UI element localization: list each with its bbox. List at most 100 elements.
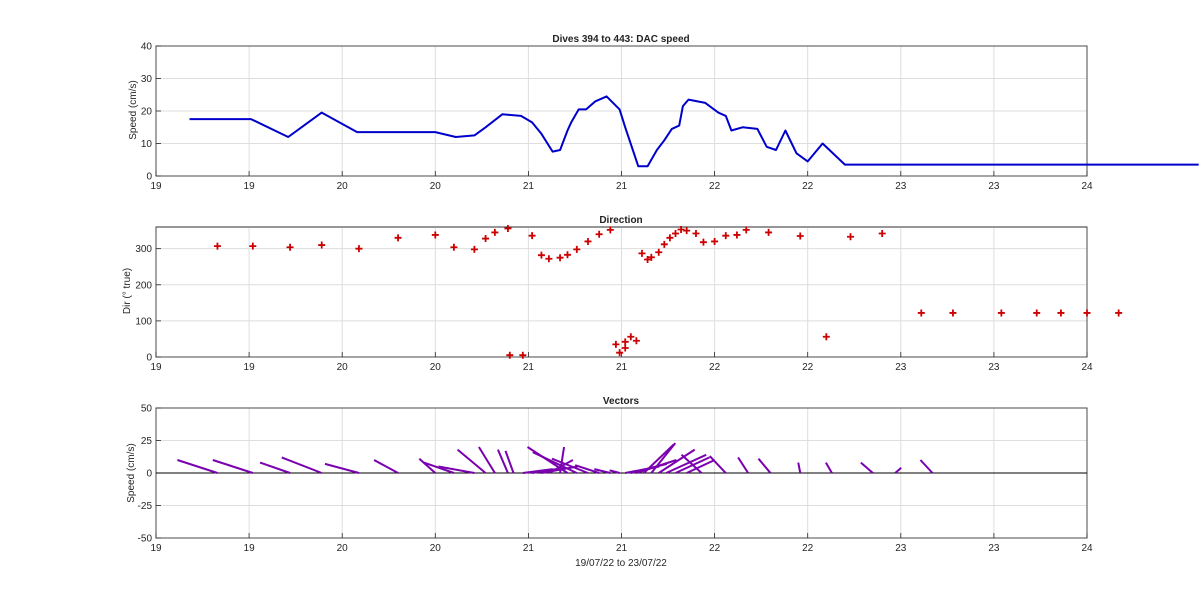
x-tick-label: 19 xyxy=(244,543,256,554)
direction-point xyxy=(733,231,741,239)
velocity-vector xyxy=(686,459,716,474)
x-tick-label: 21 xyxy=(616,181,628,192)
y-tick-label: 0 xyxy=(146,172,152,183)
velocity-vector xyxy=(709,455,727,474)
direction-point xyxy=(595,230,603,238)
velocity-vector xyxy=(281,456,323,474)
direction-point xyxy=(450,243,458,251)
direction-point xyxy=(621,338,629,346)
direction-y-axis-label: Dir (° true) xyxy=(122,268,133,314)
vectors-y-axis-label: Speed (cm/s) xyxy=(126,443,137,502)
direction-point xyxy=(491,228,499,236)
direction-point xyxy=(616,349,624,357)
velocity-vector xyxy=(418,457,436,474)
direction-point xyxy=(647,253,655,261)
velocity-vector xyxy=(532,451,578,474)
velocity-vector xyxy=(324,462,360,474)
direction-point xyxy=(722,232,730,240)
velocity-vector xyxy=(373,459,399,474)
direction-point xyxy=(660,240,668,248)
direction-point xyxy=(584,237,592,245)
x-tick-label: 23 xyxy=(988,543,1000,554)
vectors-chart-title: Vectors xyxy=(603,396,640,407)
direction-point xyxy=(564,251,572,259)
y-tick-label: 40 xyxy=(141,42,153,53)
vectors-axes: 19 19 20 20 21 21 22 22 23 23 24 -50 -25 0 25 50 Vector… xyxy=(126,396,1093,569)
velocity-vector xyxy=(650,442,677,474)
velocity-vector xyxy=(658,448,696,474)
direction-point xyxy=(537,251,545,259)
x-tick-label: 22 xyxy=(802,543,814,554)
direction-point xyxy=(671,230,679,237)
direction-point xyxy=(1115,309,1123,317)
direction-point xyxy=(878,230,886,237)
direction-point xyxy=(1083,309,1091,317)
direction-point xyxy=(612,340,620,348)
velocity-vector xyxy=(496,449,509,474)
direction-point xyxy=(655,248,663,256)
direction-point xyxy=(666,234,674,242)
y-tick-label: 100 xyxy=(135,316,152,327)
x-tick-label: 19 xyxy=(150,362,162,373)
x-tick-label: 21 xyxy=(523,362,535,373)
x-tick-label: 23 xyxy=(895,543,907,554)
velocity-vector xyxy=(680,454,703,474)
x-tick-label: 23 xyxy=(988,181,1000,192)
speed-y-axis-label: Speed (cm/s) xyxy=(128,80,139,139)
direction-point xyxy=(506,351,514,359)
direction-point xyxy=(949,309,957,317)
speed-axes: 19 19 20 20 21 21 22 22 23 23 24 0 10 20 30 40 Dives 39… xyxy=(128,34,1199,192)
direction-point xyxy=(847,233,855,241)
velocity-vector xyxy=(665,453,707,474)
x-tick-label: 23 xyxy=(895,362,907,373)
x-tick-label: 19 xyxy=(150,543,162,554)
direction-point xyxy=(796,232,804,240)
y-tick-label: 10 xyxy=(141,139,153,150)
x-tick-label: 20 xyxy=(337,181,349,192)
vectors-x-axis-label: 19/07/22 to 23/07/22 xyxy=(575,558,667,569)
velocity-vector xyxy=(541,465,578,474)
x-tick-label: 19 xyxy=(244,362,256,373)
velocity-vector xyxy=(456,448,487,474)
direction-point xyxy=(249,242,257,250)
direction-point xyxy=(286,243,294,251)
direction-point xyxy=(606,226,614,234)
direction-point xyxy=(519,351,527,359)
velocity-vector xyxy=(894,467,902,474)
direction-point xyxy=(677,226,685,234)
direction-point xyxy=(355,245,363,253)
direction-point xyxy=(711,237,719,245)
x-tick-label: 21 xyxy=(616,362,628,373)
direction-point xyxy=(394,234,402,242)
x-tick-label: 22 xyxy=(709,543,721,554)
direction-point xyxy=(644,256,652,263)
y-tick-label: 20 xyxy=(141,107,153,118)
x-tick-label: 20 xyxy=(337,543,349,554)
velocity-vector xyxy=(737,456,749,474)
velocity-vector xyxy=(574,464,600,474)
velocity-vector xyxy=(478,446,496,474)
direction-point xyxy=(213,242,221,250)
direction-point xyxy=(621,344,629,352)
velocity-vector xyxy=(643,443,675,474)
x-tick-label: 21 xyxy=(523,181,535,192)
x-tick-label: 22 xyxy=(802,181,814,192)
speed-series-line xyxy=(189,95,1199,168)
x-tick-label: 24 xyxy=(1081,181,1093,192)
velocity-vector xyxy=(423,461,455,474)
y-tick-label: 30 xyxy=(141,74,153,85)
direction-point xyxy=(997,309,1005,317)
direction-point xyxy=(692,230,700,237)
direction-point xyxy=(431,231,439,239)
direction-point xyxy=(470,245,478,253)
y-tick-label: -50 xyxy=(138,534,153,545)
velocity-vector xyxy=(594,468,611,474)
velocity-vector xyxy=(825,462,833,474)
velocity-vector xyxy=(504,450,515,474)
x-tick-label: 23 xyxy=(895,181,907,192)
direction-point xyxy=(504,224,512,232)
x-tick-label: 20 xyxy=(430,543,442,554)
direction-point xyxy=(627,333,635,341)
direction-chart-title: Direction xyxy=(599,215,642,226)
